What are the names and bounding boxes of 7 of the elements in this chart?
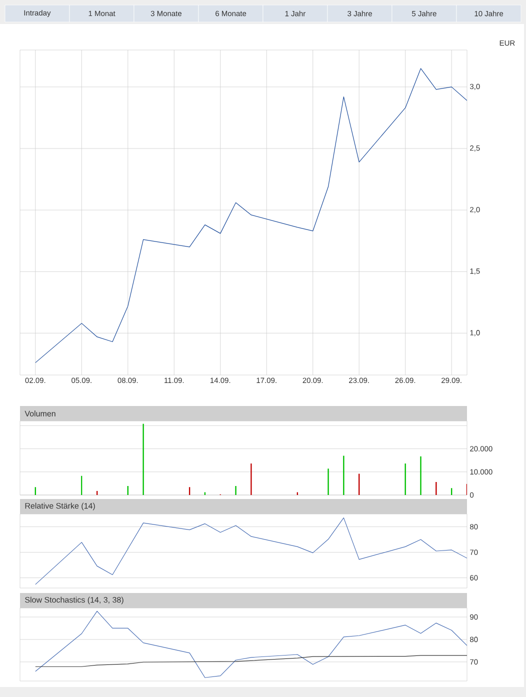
line-series — [35, 518, 467, 585]
chart-title: Volumen — [24, 410, 56, 416]
chart-title: Slow Stochastics (14, 3, 38) — [25, 596, 124, 604]
chart-title: Relative Stärke (14) — [25, 502, 95, 510]
line-series — [35, 655, 467, 667]
line-series — [35, 610, 467, 678]
line-series — [35, 68, 467, 363]
